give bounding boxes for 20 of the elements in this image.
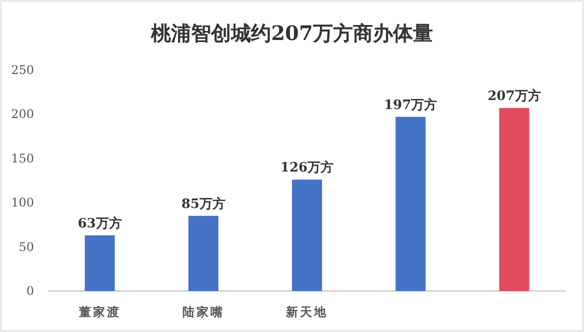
y-tick-label: 150 [11, 151, 34, 166]
y-tick-label: 250 [11, 63, 34, 77]
bar [84, 235, 115, 291]
data-label: 207万方 [488, 88, 541, 104]
data-label: 63万方 [78, 215, 122, 232]
y-tick-label: 100 [11, 196, 34, 210]
chart-title: 桃浦智创城约207万方商办体量 [150, 21, 433, 45]
data-label: 126万方 [280, 160, 334, 176]
bar [396, 116, 426, 291]
x-tick-label: 新天地 [285, 305, 328, 319]
y-tick-label: 0 [26, 284, 34, 298]
data-label: 197万方 [384, 96, 438, 113]
x-tick-label: 董家渡 [78, 305, 121, 319]
bar [188, 216, 218, 291]
y-tick-label: 200 [11, 107, 34, 122]
data-label: 85万方 [181, 196, 226, 212]
bar [499, 108, 530, 291]
y-tick-label: 50 [18, 240, 34, 254]
bar [292, 180, 322, 291]
x-tick-label: 陆家嘴 [182, 305, 224, 319]
